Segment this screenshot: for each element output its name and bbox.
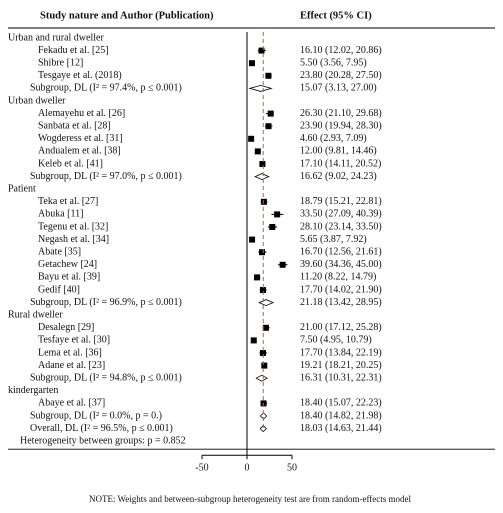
study-label: Tesgaye et al. (2018) <box>38 70 122 81</box>
estimate-box <box>261 362 268 369</box>
study-label: Tesfaye et al. [30] <box>38 335 110 346</box>
estimate-box <box>254 274 261 281</box>
study-label: Abate [35] <box>38 246 81 257</box>
effect-label: 33.50 (27.09, 40.39) <box>300 209 382 220</box>
estimate-box <box>259 287 266 293</box>
estimate-box <box>258 47 265 54</box>
effect-label: 18.40 (15.07, 22.23) <box>300 398 382 409</box>
overall-label: Overall, DL (I² = 96.5%, p ≤ 0.001) <box>30 423 173 434</box>
effect-label: 23.80 (20.28, 27.50) <box>300 70 382 81</box>
group-heading: Rural dweller <box>8 309 63 320</box>
effect-label: 39.60 (34.36, 45.00) <box>300 259 382 270</box>
study-label: Shibre [12] <box>38 57 83 68</box>
study-label: Fekadu et al. [25] <box>38 45 109 56</box>
estimate-box <box>259 350 266 356</box>
effect-label: 19.21 (18.21, 20.25) <box>300 360 382 371</box>
effect-label: 17.10 (14.11, 20.52) <box>300 158 381 169</box>
effect-label: 17.70 (14.02, 21.90) <box>300 284 382 295</box>
estimate-box <box>267 110 274 117</box>
subgroup-diamond <box>259 412 268 420</box>
study-label: Abaye et al. [37] <box>38 398 105 409</box>
estimate-box <box>279 261 286 268</box>
effect-label: 4.60 (2.93, 7.09) <box>300 133 367 144</box>
estimate-box <box>265 123 272 130</box>
heterogeneity: Heterogeneity between groups: p = 0.852 <box>20 435 186 446</box>
effect-label: 16.62 (9.02, 24.23) <box>300 171 377 182</box>
study-label: Sanbata et al. [28] <box>38 120 111 131</box>
group-heading: Urban and rural dweller <box>8 32 104 43</box>
effect-label: 15.07 (3.13, 27.00) <box>300 83 377 94</box>
study-label: Teka et al. [27] <box>38 196 98 207</box>
estimate-box <box>269 224 276 230</box>
estimate-box <box>259 161 266 167</box>
estimate-box <box>259 249 266 256</box>
subgroup-label: Subgroup, DL (I² = 97.0%, p ≤ 0.001) <box>30 171 182 182</box>
note: NOTE: Weights and between-subgroup heter… <box>89 494 412 504</box>
estimate-box <box>250 337 257 344</box>
subgroup-label: Subgroup, DL (I² = 94.8%, p ≤ 0.001) <box>30 372 182 383</box>
subgroup-diamond <box>254 173 270 181</box>
column-header: Effect (95% CI) <box>300 10 372 21</box>
study-label: Desalegn [29] <box>38 322 94 333</box>
effect-label: 21.00 (17.12, 25.28) <box>300 322 382 333</box>
study-label: Bayu et al. [39] <box>38 272 100 283</box>
study-label: Lema et al. [36] <box>38 347 102 358</box>
study-label: Gedif [40] <box>38 284 80 295</box>
x-tick-label: 50 <box>287 462 297 473</box>
estimate-box <box>260 198 267 205</box>
study-label: Keleb et al. [41] <box>38 158 103 169</box>
group-heading: kindergarten <box>8 385 58 396</box>
group-heading: Urban dweller <box>8 95 66 106</box>
study-label: Negash et al. [34] <box>38 234 109 245</box>
effect-label: 12.00 (9.81, 14.46) <box>300 146 377 157</box>
subgroup-diamond <box>258 299 275 307</box>
x-tick-label: 0 <box>245 462 250 473</box>
estimate-box <box>262 324 269 331</box>
estimate-box <box>265 72 272 79</box>
effect-label: 18.40 (14.82, 21.98) <box>300 410 382 421</box>
study-label: Andualem et al. [38] <box>38 146 121 157</box>
effect-label: 16.10 (12.02, 20.86) <box>300 45 382 56</box>
estimate-box <box>248 60 255 67</box>
effect-label: 26.30 (21.10, 29.68) <box>300 108 382 119</box>
estimate-box <box>248 135 255 142</box>
estimate-box <box>254 148 261 155</box>
effect-label: 28.10 (23.14, 33.50) <box>300 221 382 232</box>
subgroup-label: Subgroup, DL (I² = 96.9%, p ≤ 0.001) <box>30 297 182 308</box>
subgroup-label: Subgroup, DL (I² = 97.4%, p ≤ 0.001) <box>30 83 182 94</box>
effect-label: 23.90 (19.94, 28.30) <box>300 120 382 131</box>
study-label: Abuka [11] <box>38 209 83 220</box>
effect-label: 11.20 (8.22, 14.79) <box>300 272 376 283</box>
study-label: Tegenu et al. [32] <box>38 221 108 232</box>
group-heading: Patient <box>8 183 36 194</box>
effect-label: 5.65 (3.87, 7.92) <box>300 234 367 245</box>
study-label: Adane et al. [23] <box>38 360 105 371</box>
column-header: Study nature and Author (Publication) <box>40 10 214 21</box>
effect-label: 18.79 (15.21, 22.81) <box>300 196 382 207</box>
subgroup-diamond <box>255 374 268 382</box>
study-label: Getachew [24] <box>38 259 97 270</box>
effect-label: 16.31 (10.31, 22.31) <box>300 372 382 383</box>
study-label: Wogderess et al. [31] <box>38 133 123 144</box>
effect-label: 21.18 (13.42, 28.95) <box>300 297 382 308</box>
effect-label: 16.70 (12.56, 21.61) <box>300 246 382 257</box>
effect-label: 17.70 (13.84, 22.19) <box>300 347 382 358</box>
study-label: Alemayehu et al. [26] <box>38 108 125 119</box>
effect-label: 5.50 (3.56, 7.95) <box>300 57 367 68</box>
overall-diamond <box>259 425 267 433</box>
estimate-box <box>249 236 256 243</box>
estimate-box <box>274 211 281 218</box>
x-tick-label: -50 <box>195 462 208 473</box>
effect-label: 18.03 (14.63, 21.44) <box>300 423 382 434</box>
effect-label: 7.50 (4.95, 10.79) <box>300 335 372 346</box>
subgroup-diamond <box>248 84 273 92</box>
subgroup-label: Subgroup, DL (I² = 0.0%, p = 0.) <box>30 410 162 421</box>
